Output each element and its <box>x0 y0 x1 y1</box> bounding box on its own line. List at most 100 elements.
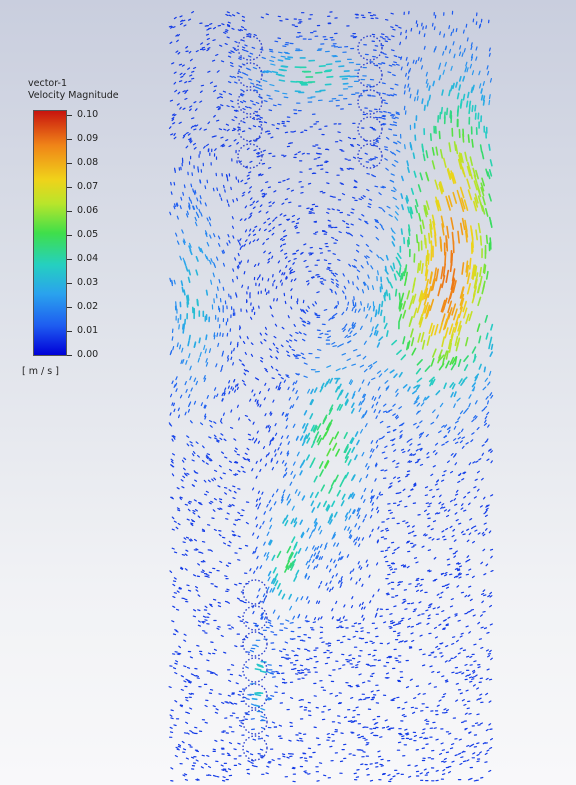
velocity-vector <box>356 512 360 517</box>
velocity-vector <box>193 574 197 577</box>
velocity-vector <box>287 56 294 59</box>
velocity-vector <box>489 219 493 228</box>
velocity-vector <box>210 279 213 285</box>
velocity-vector <box>188 196 191 201</box>
velocity-vector <box>481 205 486 215</box>
velocity-vector <box>365 314 369 319</box>
velocity-vector <box>357 537 361 541</box>
velocity-vector <box>255 460 258 464</box>
velocity-vector <box>317 617 320 621</box>
velocity-vector <box>391 49 395 52</box>
velocity-vector <box>215 293 218 299</box>
velocity-vector <box>367 274 370 279</box>
velocity-vector <box>250 761 254 764</box>
velocity-vector <box>260 16 264 19</box>
velocity-vector <box>223 128 227 131</box>
velocity-vector <box>468 631 471 634</box>
velocity-vector <box>213 263 216 268</box>
velocity-vector <box>326 182 330 185</box>
velocity-vector <box>399 41 402 46</box>
velocity-vector <box>487 400 489 405</box>
tube-outline <box>242 631 268 657</box>
velocity-vector <box>233 461 238 464</box>
velocity-vector <box>289 481 293 486</box>
velocity-vector <box>355 536 358 541</box>
velocity-vector <box>397 476 401 479</box>
velocity-vector <box>297 547 302 554</box>
velocity-vector <box>190 183 193 188</box>
velocity-vector <box>307 600 310 604</box>
velocity-vector <box>239 29 243 31</box>
velocity-vector <box>350 402 355 409</box>
velocity-vector <box>248 171 252 174</box>
velocity-vector <box>248 127 252 130</box>
velocity-vector <box>206 754 210 757</box>
velocity-vector <box>298 732 302 735</box>
velocity-vector <box>185 388 188 393</box>
velocity-vector <box>228 391 231 395</box>
velocity-vector <box>347 335 352 338</box>
velocity-vector <box>365 767 369 771</box>
velocity-vector <box>465 23 468 28</box>
velocity-vector <box>448 323 454 335</box>
velocity-vector <box>237 693 241 696</box>
velocity-vector <box>413 608 417 611</box>
velocity-vector <box>343 525 347 531</box>
velocity-vector <box>465 100 469 108</box>
velocity-vector <box>188 401 192 406</box>
velocity-vector <box>481 177 486 187</box>
velocity-vector <box>349 437 354 444</box>
velocity-vector <box>261 491 264 495</box>
velocity-vector <box>227 55 232 58</box>
velocity-vector <box>471 138 474 148</box>
velocity-vector <box>226 11 230 14</box>
velocity-vector <box>262 446 266 450</box>
velocity-vector <box>227 25 231 28</box>
velocity-vector <box>329 558 333 563</box>
velocity-vector <box>469 225 474 237</box>
velocity-vector <box>185 265 189 272</box>
velocity-vector <box>261 612 265 616</box>
velocity-vector <box>225 139 229 142</box>
velocity-vector <box>190 387 193 392</box>
velocity-vector <box>341 493 346 500</box>
velocity-vector <box>399 303 403 312</box>
velocity-vector <box>214 739 218 742</box>
velocity-vector <box>441 299 447 313</box>
velocity-vector <box>385 254 389 261</box>
velocity-vector <box>473 486 477 489</box>
velocity-vector <box>370 448 373 453</box>
velocity-vector <box>409 328 414 338</box>
velocity-vector <box>289 605 293 611</box>
velocity-vector <box>406 473 410 476</box>
velocity-vector <box>369 332 373 338</box>
velocity-vector <box>374 219 379 222</box>
velocity-vector <box>441 675 445 678</box>
velocity-vector <box>353 332 357 336</box>
velocity-vector <box>429 298 435 312</box>
velocity-vector <box>212 39 216 42</box>
velocity-vector <box>221 769 225 772</box>
velocity-vector <box>195 759 199 762</box>
velocity-vector <box>406 733 410 736</box>
velocity-vector <box>278 51 283 54</box>
velocity-vector <box>326 148 330 151</box>
velocity-vector <box>465 674 469 678</box>
velocity-vector <box>272 437 275 441</box>
velocity-vector <box>330 272 335 275</box>
velocity-vector <box>439 181 445 193</box>
velocity-vector <box>221 352 224 357</box>
velocity-vector <box>483 573 487 576</box>
velocity-vector <box>169 726 173 729</box>
velocity-vector <box>450 598 454 601</box>
velocity-vector <box>407 340 411 350</box>
velocity-vector <box>289 271 293 275</box>
velocity-vector <box>310 500 315 507</box>
velocity-vector <box>249 228 252 232</box>
velocity-vector <box>327 219 331 222</box>
velocity-vector <box>276 550 282 559</box>
velocity-vector <box>365 243 369 247</box>
velocity-vector <box>216 286 219 291</box>
velocity-vector <box>442 535 446 538</box>
velocity-vector <box>275 285 278 290</box>
